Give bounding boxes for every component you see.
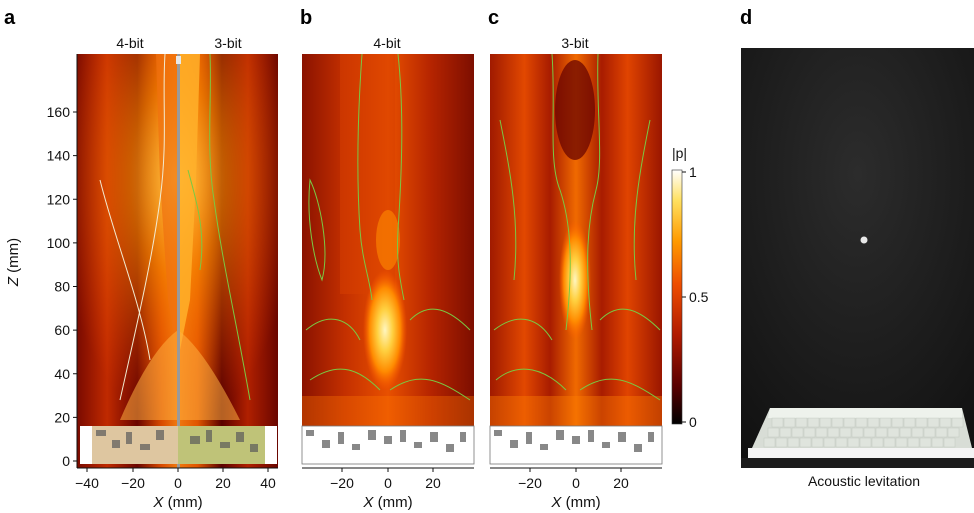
panel-b-heatmap [301,53,475,465]
metasurface-tile [903,417,916,428]
metasurface-tile [891,417,904,428]
levitation-photo [741,48,974,468]
x-tick-label: 0 [572,475,580,491]
metasurface-tile [951,417,964,428]
metasurface-tile [843,417,856,428]
panel-b-label: b [300,7,312,29]
metasurface-tile [787,437,800,448]
panel-d-label: d [740,7,752,29]
metasurface-tile [867,417,880,428]
metasurface-tile [795,417,808,428]
metasurface-tile [895,437,908,448]
x-tick-label: −20 [330,475,354,491]
metasurface-tile [783,417,796,428]
metasurface-tile [791,427,804,438]
metasurface-tile [835,437,848,448]
z-tick-label: 60 [54,322,70,338]
panel-d-caption: Acoustic levitation [808,473,920,489]
colorbar-label: |p| [672,145,687,161]
x-tick-label: −20 [121,475,145,491]
panel-b-title: 4-bit [373,35,400,51]
metasurface-tile [827,427,840,438]
x-tick-label: −40 [75,475,99,491]
x-tick-label: 40 [260,475,276,491]
metasurface-tile [883,437,896,448]
metasurface-tile [855,417,868,428]
x-tick-label: 20 [215,475,231,491]
metasurface-tile [767,427,780,438]
z-tick-label: 100 [47,235,71,251]
metasurface-tile [775,437,788,448]
x-tick-label: 0 [174,475,182,491]
metasurface-tile [931,437,944,448]
metasurface-tile [911,427,924,438]
metasurface-tile [819,417,832,428]
metasurface-tile [803,427,816,438]
panel-a-x-axis-label: X (mm) [152,494,202,511]
metasurface-tile [807,417,820,428]
z-tick-label: 40 [54,366,70,382]
metasurface-tile [887,427,900,438]
z-tick-label: 0 [62,453,70,469]
x-tick-label: 20 [425,475,441,491]
metasurface-tile [879,417,892,428]
metasurface-tile [907,437,920,448]
metasurface-tile [871,437,884,448]
metasurface-tile [799,437,812,448]
metasurface-tile [875,427,888,438]
metasurface-tile [771,417,784,428]
metasurface-tile [919,437,932,448]
x-tick-label: 0 [384,475,392,491]
colorbar-tick-min: 0 [689,414,697,430]
x-tick-label: −20 [518,475,542,491]
metasurface-tile [823,437,836,448]
metasurface-tile [939,417,952,428]
metasurface-tile [859,437,872,448]
x-tick-label: 20 [613,475,629,491]
metasurface-tile [851,427,864,438]
metasurface-tile [915,417,928,428]
panel-c-axes: −20 0 20 X (mm) [490,467,662,511]
metasurface-tile [779,427,792,438]
metasurface-tile [811,437,824,448]
levitated-bead [860,236,868,244]
colorbar-tick-mid: 0.5 [689,289,709,305]
z-tick-label: 140 [47,148,71,164]
metasurface-tile [899,427,912,438]
panel-b-x-axis-label: X (mm) [362,494,412,511]
z-axis-label: Z (mm) [5,238,22,287]
metasurface-tile [923,427,936,438]
panel-c-label: c [488,7,499,29]
z-tick-label: 160 [47,104,71,120]
panel-a-label: a [4,7,16,29]
panel-c-title: 3-bit [561,35,588,51]
panel-a-axes: 0 20 40 60 80 100 120 140 160 −40 −20 0 20 40 Z (mm)… [5,54,278,511]
panel-a-heatmap [77,53,278,468]
metasurface-tile [831,417,844,428]
colorbar: |p| 1 0.5 0 [671,145,709,430]
panel-c-x-axis-label: X (mm) [550,494,600,511]
panel-a-title-4bit: 4-bit [116,35,143,51]
colorbar-tick-max: 1 [689,164,697,180]
panel-b-axes: −20 0 20 X (mm) [302,467,474,511]
metasurface-tile [943,437,956,448]
metasurface-tile [839,427,852,438]
metasurface-tile [947,427,960,438]
metasurface-tile [863,427,876,438]
metasurface-tile [935,427,948,438]
z-tick-label: 120 [47,191,71,207]
z-tick-label: 20 [54,409,70,425]
panel-a-title-3bit: 3-bit [214,35,241,51]
z-tick-label: 80 [54,279,70,295]
metasurface-tile [847,437,860,448]
metasurface-tile [815,427,828,438]
metasurface-tile [927,417,940,428]
panel-c-heatmap [489,53,663,465]
metasurface-tile [763,437,776,448]
